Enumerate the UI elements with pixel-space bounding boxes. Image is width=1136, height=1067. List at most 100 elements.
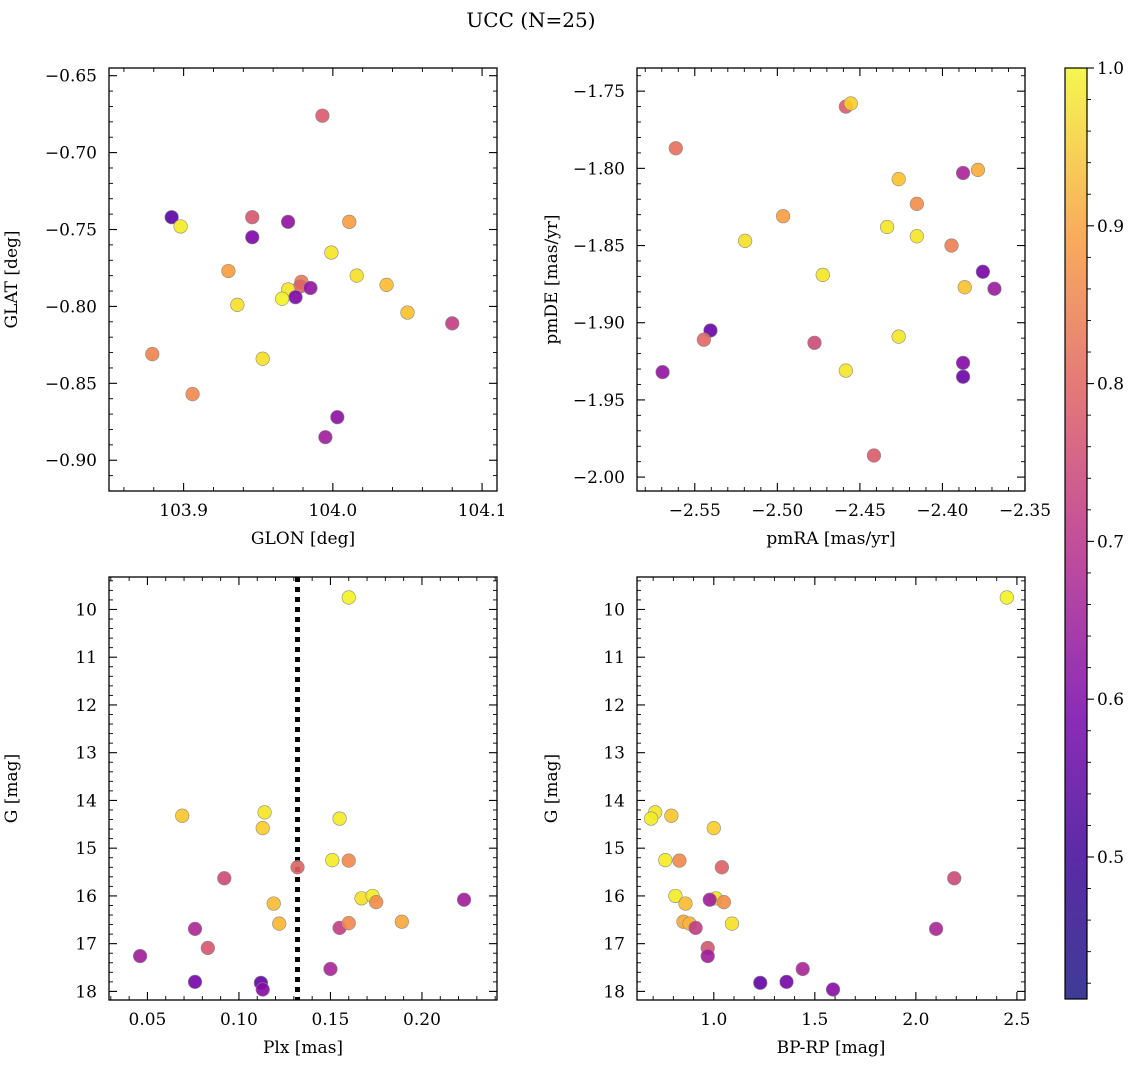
data-point <box>315 108 330 123</box>
x-tick-label: −2.35 <box>999 501 1051 521</box>
data-point <box>955 355 971 370</box>
x-axis-label: BP-RP [mag] <box>777 1038 886 1058</box>
y-tick-label: −0.65 <box>45 67 97 87</box>
y-axis-label: G [mag] <box>2 754 22 823</box>
panel-glon-glat: 103.9 104.0 104.1 −0.65 −0.70 −0.75 −0.80 −0.85… <box>2 67 506 549</box>
y-tick-label: 14 <box>75 791 97 811</box>
data-point <box>644 811 659 826</box>
x-axis-label: Plx [mas] <box>263 1038 343 1058</box>
y-tick-label: −0.75 <box>45 221 97 241</box>
y-axis-label: pmDE [mas/yr] <box>542 214 562 344</box>
y-tick-label: 14 <box>603 791 625 811</box>
data-point <box>702 892 717 907</box>
data-point <box>145 347 160 362</box>
y-tick-label: 17 <box>603 935 625 955</box>
y-axis-label: G [mag] <box>542 754 562 823</box>
data-point <box>255 982 270 997</box>
data-point <box>944 238 959 253</box>
data-point <box>975 264 990 279</box>
colorbar-tick-label: 1.0 <box>1097 59 1124 79</box>
data-point <box>655 365 670 380</box>
data-point <box>815 267 830 282</box>
data-point <box>696 332 711 347</box>
y-tick-label: 10 <box>603 600 625 620</box>
panel-plx-g: 0.05 0.10 0.15 0.20 10 11 12 13 14 15 16 17 18 Plx [m… <box>2 576 498 1058</box>
panel-bprp-g: 1.0 1.5 2.0 2.5 10 11 12 13 14 15 16 17 18 BP-RP [mag… <box>542 576 1030 1058</box>
data-point <box>187 921 203 936</box>
x-axis-label: GLON [deg] <box>251 529 355 549</box>
x-tick-label: 2.0 <box>902 1010 929 1030</box>
y-tick-label: −1.80 <box>573 159 625 179</box>
y-tick-label: −0.85 <box>45 374 97 394</box>
y-tick-label: 16 <box>603 887 625 907</box>
data-point <box>230 297 245 312</box>
data-point <box>379 277 394 292</box>
data-point <box>280 214 296 229</box>
x-tick-label: 1.0 <box>700 1010 727 1030</box>
y-tick-label: 16 <box>75 887 97 907</box>
points <box>133 590 472 997</box>
y-tick-label: −1.90 <box>573 314 625 334</box>
y-tick-label: −1.85 <box>573 237 625 257</box>
figure-title: UCC (N=25) <box>466 8 595 32</box>
data-point <box>349 268 364 283</box>
y-tick-label: 11 <box>603 648 625 668</box>
data-point <box>738 233 753 249</box>
data-point <box>400 305 415 320</box>
data-point <box>266 896 281 911</box>
x-tick-label: −2.55 <box>669 501 721 521</box>
data-point <box>678 896 693 911</box>
data-point <box>133 948 148 964</box>
data-point <box>955 165 971 181</box>
x-tick-label: 103.9 <box>159 501 208 521</box>
y-tick-label: 12 <box>75 696 97 716</box>
data-point <box>825 982 841 997</box>
colorbar: 0.5 0.6 0.7 0.8 0.9 1.0 <box>1064 59 1124 1000</box>
data-point <box>164 210 179 225</box>
data-point <box>987 281 1002 296</box>
data-point <box>330 410 345 425</box>
data-point <box>700 948 715 964</box>
y-axis-label: GLAT [deg] <box>2 230 22 328</box>
data-point <box>970 162 986 177</box>
colorbar-gradient <box>1064 67 1088 1000</box>
y-tick-label: 17 <box>75 935 97 955</box>
data-point <box>217 871 232 886</box>
y-tick-label: 13 <box>603 744 625 764</box>
data-point <box>957 280 972 295</box>
data-point <box>909 229 924 244</box>
data-point <box>342 214 357 229</box>
data-point <box>245 230 260 245</box>
data-point <box>257 805 272 820</box>
colorbar-tick-label: 0.9 <box>1097 217 1124 237</box>
x-tick-label: −2.40 <box>916 501 968 521</box>
x-axis-label: pmRA [mas/yr] <box>766 529 895 549</box>
data-point <box>341 916 356 931</box>
data-point <box>200 940 215 956</box>
data-point <box>290 860 305 875</box>
x-tick-label: 0.10 <box>220 1010 258 1030</box>
data-point <box>664 808 679 823</box>
data-point <box>272 916 287 931</box>
colorbar-tick-label: 0.8 <box>1097 375 1124 395</box>
data-point <box>724 916 740 931</box>
data-point <box>838 363 853 378</box>
data-point <box>880 219 895 235</box>
data-point <box>909 196 924 211</box>
points <box>145 108 460 445</box>
data-point <box>221 263 236 279</box>
data-point <box>928 921 944 936</box>
data-point <box>187 974 203 989</box>
y-tick-label: −2.00 <box>573 468 625 488</box>
y-tick-label: −0.90 <box>45 451 97 471</box>
y-tick-label: 12 <box>603 696 625 716</box>
data-point <box>706 821 721 836</box>
data-point <box>173 219 188 234</box>
y-tick-label: 10 <box>75 600 97 620</box>
data-point <box>185 386 200 402</box>
points <box>644 590 1014 997</box>
x-tick-label: −2.45 <box>834 501 886 521</box>
x-tick-label: 104.0 <box>309 501 358 521</box>
data-point <box>891 172 906 187</box>
